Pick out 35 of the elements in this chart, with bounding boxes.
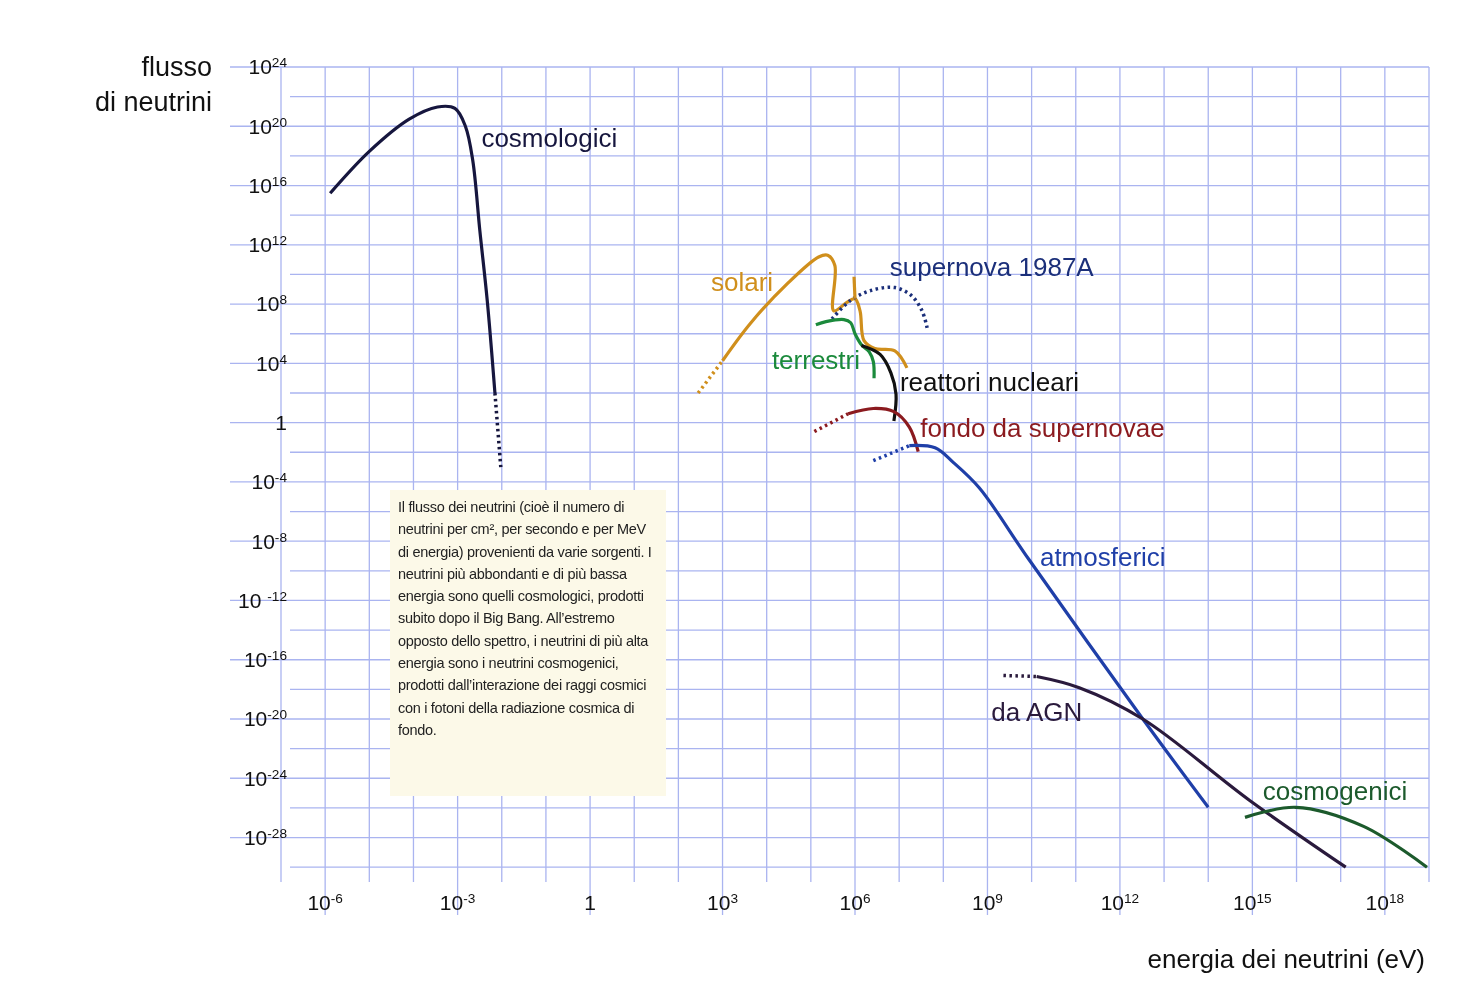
- x-tick-label: 10$^{-3}$: [439, 890, 476, 914]
- y-tick-label: 1: [275, 410, 287, 434]
- y-tick-label: 10$^{8}$: [256, 291, 287, 316]
- y-tick-label: 10$^{12}$: [248, 232, 287, 257]
- x-tick-label: 10$^{12}$: [1100, 890, 1140, 914]
- y-tick-label: 10 $^{-12}$: [238, 588, 287, 612]
- x-tick-label: 10$^{-6}$: [307, 890, 343, 914]
- series-label: solari: [710, 266, 774, 297]
- y-tick-label: 10$^{-8}$: [251, 529, 287, 553]
- x-axis-title: energia dei neutrini (eV): [1147, 944, 1425, 974]
- y-tick-label: 10$^{-4}$: [251, 469, 288, 494]
- series-label: atmosferici: [1039, 541, 1166, 572]
- series-label: reattori nucleari: [899, 366, 1080, 397]
- series-label: fondo da supernovae: [920, 413, 1165, 444]
- x-tick-label: 10$^{3}$: [707, 890, 739, 914]
- y-tick-label: 10$^{20}$: [248, 114, 288, 138]
- y-tick-label: 10$^{16}$: [248, 173, 287, 197]
- series-label: terrestri: [771, 344, 860, 375]
- x-tick-label: 10$^{9}$: [971, 890, 1003, 914]
- x-tick-label: 10$^{15}$: [1233, 890, 1273, 914]
- x-tick-label: 10$^{6}$: [839, 890, 871, 914]
- series-label: cosmogenici: [1262, 776, 1408, 807]
- y-tick-label: 10$^{-24}$: [243, 766, 288, 790]
- text: Il flusso dei neutrini (cioè il numero di neutrini per cm², per secondo e per MeV di energia) provenienti da varie sorgenti. I neutrini più abbondanti e di più bassa energia sono quelli cosmologici, prodotti subito dopo il Big Bang. All’estremo opposto dello spettro, i neutrini di più alta energia sono i neutrini cosmogenici, prodotti dall’interazione dei raggi cosmici con i fotoni della radiazione cosmica di fondo.: [398, 499, 652, 738]
- x-tick-label: 1: [584, 891, 596, 914]
- series-label: da AGN: [991, 696, 1083, 727]
- y-tick-label: 10$^{-16}$: [243, 647, 287, 672]
- y-tick-label: 10$^{4}$: [256, 351, 288, 375]
- y-tick-label: 10$^{24}$: [248, 54, 288, 79]
- y-tick-label: 10$^{-28}$: [243, 825, 287, 849]
- y-axis-title: flusso di neutrini: [94, 52, 212, 117]
- series-label: supernova 1987A: [889, 251, 1095, 282]
- x-tick-label: 10$^{18}$: [1365, 890, 1405, 914]
- series-label: cosmologici: [481, 123, 618, 154]
- y-tick-label: 10$^{-20}$: [243, 706, 288, 731]
